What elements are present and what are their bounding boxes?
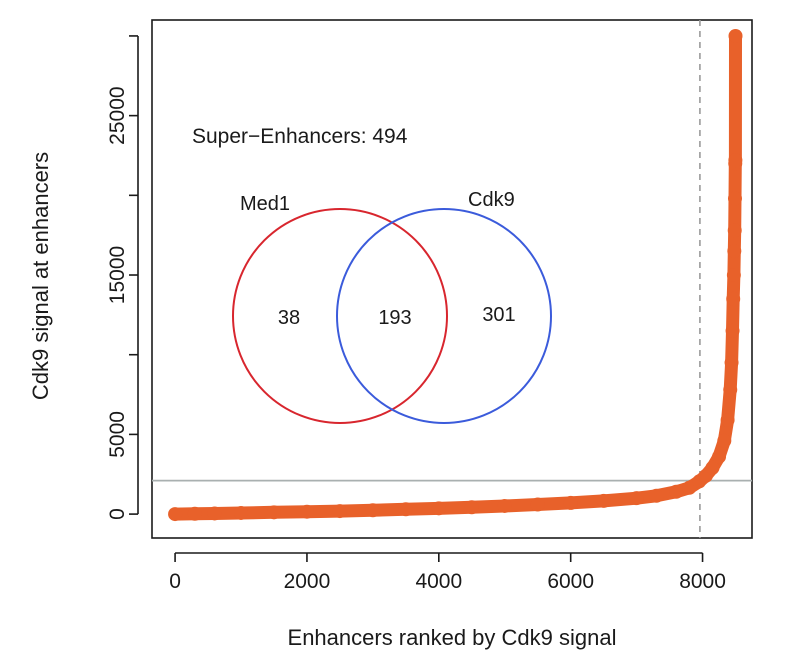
data-point xyxy=(728,153,743,168)
x-tick-label: 8000 xyxy=(679,570,726,593)
series-layer xyxy=(168,28,743,522)
venn-diagram: Med1 Cdk9 38 193 301 xyxy=(232,189,552,424)
y-tick-label: 5000 xyxy=(106,411,129,458)
data-point xyxy=(266,505,281,520)
series-line xyxy=(168,29,742,521)
data-point xyxy=(398,502,413,517)
venn-label-med1: Med1 xyxy=(240,193,290,215)
data-point xyxy=(649,488,664,503)
data-point xyxy=(723,382,738,397)
x-axis-title: Enhancers ranked by Cdk9 signal xyxy=(288,625,617,650)
x-tick-label: 6000 xyxy=(547,570,594,593)
data-point xyxy=(563,495,578,510)
venn-label-cdk9: Cdk9 xyxy=(468,189,515,211)
plot-area-frame xyxy=(151,19,753,539)
y-tick-label: 0 xyxy=(106,508,129,520)
data-point xyxy=(365,503,380,518)
data-point xyxy=(727,191,742,206)
data-point xyxy=(187,506,202,521)
data-point xyxy=(712,449,727,464)
data-point xyxy=(717,433,732,448)
y-axis-title: Cdk9 signal at enhancers xyxy=(28,152,53,400)
data-point xyxy=(207,506,222,521)
data-point xyxy=(332,504,347,519)
venn-count-overlap: 193 xyxy=(378,307,411,329)
data-point xyxy=(682,480,697,495)
data-point xyxy=(530,497,545,512)
data-point xyxy=(728,28,743,43)
venn-circle-cdk9 xyxy=(336,208,552,424)
data-point xyxy=(464,500,479,515)
data-point xyxy=(497,498,512,513)
data-point xyxy=(234,505,249,520)
data-point xyxy=(299,504,314,519)
data-point xyxy=(629,491,644,506)
data-point xyxy=(720,413,735,428)
super-enhancers-label: Super−Enhancers: 494 xyxy=(192,125,408,148)
data-point xyxy=(705,460,720,475)
x-tick-label: 2000 xyxy=(284,570,331,593)
venn-count-med1-only: 38 xyxy=(278,307,300,329)
data-point xyxy=(431,501,446,516)
venn-count-cdk9-only: 301 xyxy=(482,304,515,326)
data-point xyxy=(724,355,739,370)
y-tick-label: 15000 xyxy=(106,246,129,304)
data-point xyxy=(725,323,740,338)
y-axis: 0 5000 15000 25000 xyxy=(106,35,139,520)
data-point xyxy=(726,291,741,306)
x-tick-label: 4000 xyxy=(415,570,462,593)
y-tick-label: 25000 xyxy=(106,86,129,144)
x-axis: 0 2000 4000 6000 8000 xyxy=(169,552,726,593)
data-point xyxy=(727,223,742,238)
data-point xyxy=(669,484,684,499)
data-point xyxy=(168,507,183,522)
x-tick-label: 0 xyxy=(169,570,181,593)
data-point xyxy=(596,493,611,508)
data-point xyxy=(727,244,742,259)
venn-circle-med1 xyxy=(232,208,448,424)
data-point xyxy=(726,268,741,283)
